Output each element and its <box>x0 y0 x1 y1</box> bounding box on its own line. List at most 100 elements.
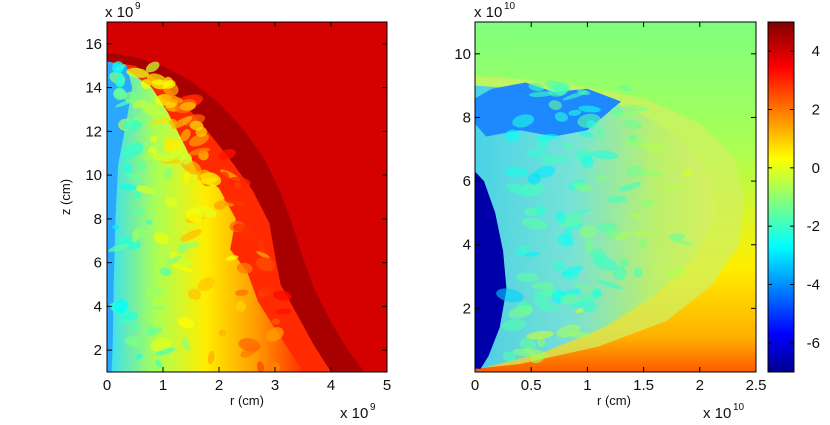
turbulence-blob <box>592 290 602 299</box>
y-tick-label: 14 <box>85 80 102 97</box>
turbulence-blob <box>628 135 638 142</box>
left-y-exponent-power: 9 <box>135 1 141 12</box>
turbulence-blob <box>672 239 694 246</box>
left-y-label: z (cm) <box>58 179 73 215</box>
turbulence-blob <box>572 182 593 192</box>
turbulence-blob <box>560 293 579 305</box>
x-tick-label: 2.5 <box>746 377 767 394</box>
turbulence-blob <box>618 85 632 92</box>
turbulence-blob <box>537 134 559 141</box>
turbulence-blob <box>596 279 623 290</box>
turbulence-blob <box>596 126 605 140</box>
turbulence-blob <box>630 213 643 219</box>
y-tick-label: 4 <box>463 237 471 254</box>
turbulence-blob <box>176 257 192 268</box>
turbulence-blob <box>625 165 644 177</box>
turbulence-blob <box>536 336 546 348</box>
left-axis-jet <box>107 61 133 372</box>
turbulence-blob <box>512 348 536 357</box>
left-x-exponent-base: x 10 <box>340 405 368 422</box>
right-axes-frame <box>474 21 757 373</box>
turbulence-blob <box>531 281 555 290</box>
turbulence-blob <box>219 171 230 182</box>
turbulence-blob <box>196 177 219 185</box>
x-tick-label: 2 <box>215 377 223 394</box>
turbulence-blob <box>189 120 204 131</box>
turbulence-blob <box>528 82 545 92</box>
turbulence-blob <box>612 266 627 281</box>
right-x-label: r (cm) <box>597 393 631 408</box>
right-y-exponent: x 10 10 <box>474 1 516 21</box>
turbulence-blob <box>568 331 591 338</box>
turbulence-blob <box>539 304 560 312</box>
turbulence-blob <box>568 109 582 116</box>
turbulence-blob <box>113 88 127 101</box>
x-tick-label: 0.5 <box>521 377 542 394</box>
turbulence-blob <box>145 285 163 299</box>
turbulence-blob <box>145 361 162 370</box>
left-turbulent-blobs <box>108 61 292 372</box>
turbulence-blob <box>162 79 176 89</box>
turbulence-blob <box>165 256 182 266</box>
turbulence-blob <box>137 160 147 173</box>
turbulence-blob <box>562 142 574 149</box>
turbulence-blob <box>163 139 181 153</box>
right-turbulent-blobs <box>496 80 694 364</box>
turbulence-blob <box>505 182 532 196</box>
left-x-exponent: x 10 9 <box>340 402 376 422</box>
turbulence-blob <box>555 210 566 224</box>
turbulence-blob <box>496 288 524 303</box>
turbulence-blob <box>505 129 521 143</box>
x-tick-label: 1 <box>159 377 167 394</box>
y-tick-label: 10 <box>454 46 471 63</box>
y-tick-label: 2 <box>94 342 102 359</box>
colorbar-tick-label: 4 <box>812 43 820 60</box>
turbulence-blob <box>232 223 251 233</box>
turbulence-blob <box>525 149 546 157</box>
turbulence-blob <box>112 61 124 74</box>
turbulence-blob <box>501 319 527 331</box>
turbulence-blob <box>548 100 562 110</box>
y-tick-label: 16 <box>85 36 102 53</box>
turbulence-blob <box>581 300 597 313</box>
turbulence-blob <box>181 337 191 351</box>
left-y-exponent: x 10 9 <box>105 1 141 21</box>
turbulence-blob <box>272 290 292 301</box>
turbulence-blob <box>119 184 137 191</box>
right-x-exponent: x 10 10 <box>703 402 745 422</box>
turbulence-blob <box>141 102 164 118</box>
turbulence-blob <box>526 330 554 340</box>
turbulence-blob <box>218 149 236 160</box>
turbulence-blob <box>133 208 145 217</box>
colorbar-tick-label: -2 <box>807 218 820 235</box>
turbulence-blob <box>561 265 583 277</box>
turbulence-blob <box>266 327 284 342</box>
left-y-exponent-base: x 10 <box>105 4 133 21</box>
turbulence-blob <box>529 91 554 97</box>
turbulence-blob <box>578 131 595 138</box>
turbulence-blob <box>187 288 202 300</box>
turbulence-blob <box>606 195 628 203</box>
turbulence-blob <box>619 258 629 268</box>
turbulence-blob <box>180 152 193 165</box>
turbulence-blob <box>118 318 131 324</box>
turbulence-blob <box>135 353 143 360</box>
x-tick-label: 2 <box>696 377 704 394</box>
turbulence-blob <box>164 252 171 261</box>
right-core-region <box>475 171 507 369</box>
turbulence-blob <box>259 285 278 297</box>
turbulence-blob <box>275 308 292 315</box>
turbulence-blob <box>590 248 607 262</box>
x-tick-label: 4 <box>327 377 335 394</box>
turbulence-blob <box>580 155 594 169</box>
turbulence-blob <box>595 174 607 183</box>
y-tick-label: 10 <box>85 167 102 184</box>
turbulence-blob <box>662 184 688 191</box>
turbulence-blob <box>188 133 210 147</box>
y-tick-label: 8 <box>94 211 102 228</box>
right-y-exponent-base: x 10 <box>474 4 502 21</box>
turbulence-blob <box>521 217 548 231</box>
turbulence-blob <box>541 154 554 166</box>
turbulence-blob <box>632 231 651 236</box>
